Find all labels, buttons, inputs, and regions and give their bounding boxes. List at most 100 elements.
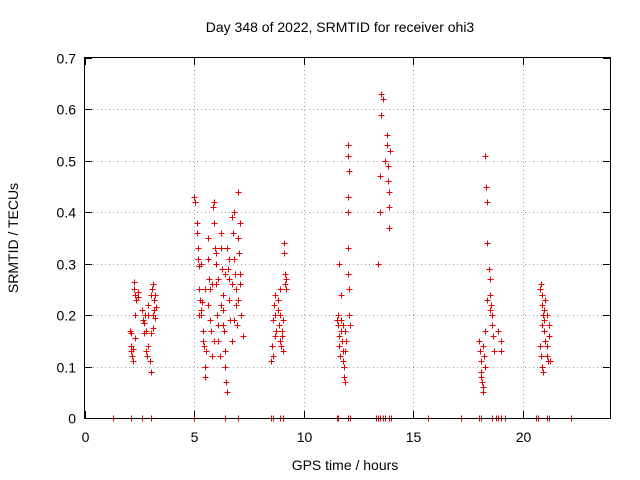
data-point <box>191 194 198 201</box>
data-point <box>139 307 146 314</box>
data-point <box>135 294 142 301</box>
data-point <box>488 302 495 309</box>
data-point <box>386 189 393 196</box>
data-point <box>477 348 484 355</box>
x-tick-labels: 0 5 10 15 20 <box>82 429 532 445</box>
data-point <box>229 338 236 345</box>
y-tick-label: 0.2 <box>57 308 77 324</box>
data-point <box>544 353 551 360</box>
data-point <box>380 96 387 103</box>
data-point <box>382 158 389 165</box>
data-point <box>145 302 152 309</box>
data-point <box>345 153 352 160</box>
x-tick-label: 5 <box>191 429 199 445</box>
data-point <box>480 343 487 350</box>
data-point <box>196 312 203 319</box>
data-point <box>538 353 545 360</box>
data-point <box>235 235 242 242</box>
data-point <box>542 338 549 345</box>
y-tick-label: 0.6 <box>57 102 77 118</box>
data-point <box>337 353 344 360</box>
data-point <box>220 292 227 299</box>
data-point <box>338 292 345 299</box>
data-point <box>385 178 392 185</box>
data-point <box>199 299 206 306</box>
data-point <box>130 358 137 365</box>
data-point <box>211 338 218 345</box>
data-point <box>386 225 393 232</box>
data-point <box>279 333 286 340</box>
data-point <box>149 286 156 293</box>
data-point <box>218 230 225 237</box>
plot-frame <box>84 57 611 419</box>
data-point <box>210 204 217 211</box>
data-point <box>151 297 158 304</box>
y-axis-label: SRMTID / TECUs <box>5 183 21 293</box>
y-tick-label: 0.3 <box>57 257 77 273</box>
data-point <box>203 348 210 355</box>
data-point <box>269 343 276 350</box>
y-tick-label: 0 <box>68 411 76 427</box>
data-point <box>129 353 136 360</box>
data-point <box>482 153 489 160</box>
data-point <box>275 307 282 314</box>
data-point <box>489 322 496 329</box>
data-point <box>231 209 238 216</box>
data-point <box>484 199 491 206</box>
data-point <box>143 348 150 355</box>
data-point <box>237 220 244 227</box>
data-point <box>233 286 240 293</box>
data-point <box>209 281 216 288</box>
data-point <box>205 256 212 263</box>
data-point <box>283 286 290 293</box>
data-point <box>230 230 237 237</box>
data-point <box>220 307 227 314</box>
data-point <box>544 343 551 350</box>
data-point <box>346 286 353 293</box>
data-point <box>198 261 205 268</box>
data-point <box>213 261 220 268</box>
data-point <box>541 317 548 324</box>
data-point <box>340 358 347 365</box>
data-point <box>235 189 242 196</box>
data-point <box>201 343 208 350</box>
data-point <box>229 281 236 288</box>
data-point <box>345 245 352 252</box>
data-point <box>202 374 209 381</box>
y-tick-label: 0.1 <box>57 360 77 376</box>
data-point <box>336 261 343 268</box>
data-point <box>336 343 343 350</box>
data-point <box>231 317 238 324</box>
data-point <box>346 312 353 319</box>
data-point <box>268 358 275 365</box>
data-point <box>378 91 385 98</box>
chart-title: Day 348 of 2022, SRMTID for receiver ohi… <box>206 19 475 35</box>
data-point <box>140 317 147 324</box>
data-point <box>540 369 547 376</box>
data-point <box>487 276 494 283</box>
grid-lines <box>85 58 610 418</box>
data-point <box>483 184 490 191</box>
data-point <box>153 304 160 311</box>
data-point <box>345 194 352 201</box>
data-point <box>148 369 155 376</box>
data-point <box>490 333 497 340</box>
data-point <box>141 320 148 327</box>
data-point <box>234 322 241 329</box>
y-tick-label: 0.7 <box>57 51 77 67</box>
data-point <box>195 245 202 252</box>
data-point <box>342 328 349 335</box>
data-point <box>342 379 349 386</box>
data-point <box>539 292 546 299</box>
data-point <box>194 230 201 237</box>
data-points <box>110 91 575 422</box>
data-point <box>235 297 242 304</box>
data-point <box>270 353 277 360</box>
data-point <box>345 142 352 149</box>
data-point <box>541 328 548 335</box>
data-point <box>148 330 155 337</box>
data-point <box>491 348 498 355</box>
data-point <box>281 250 288 257</box>
data-point <box>145 343 152 350</box>
data-point <box>537 343 544 350</box>
